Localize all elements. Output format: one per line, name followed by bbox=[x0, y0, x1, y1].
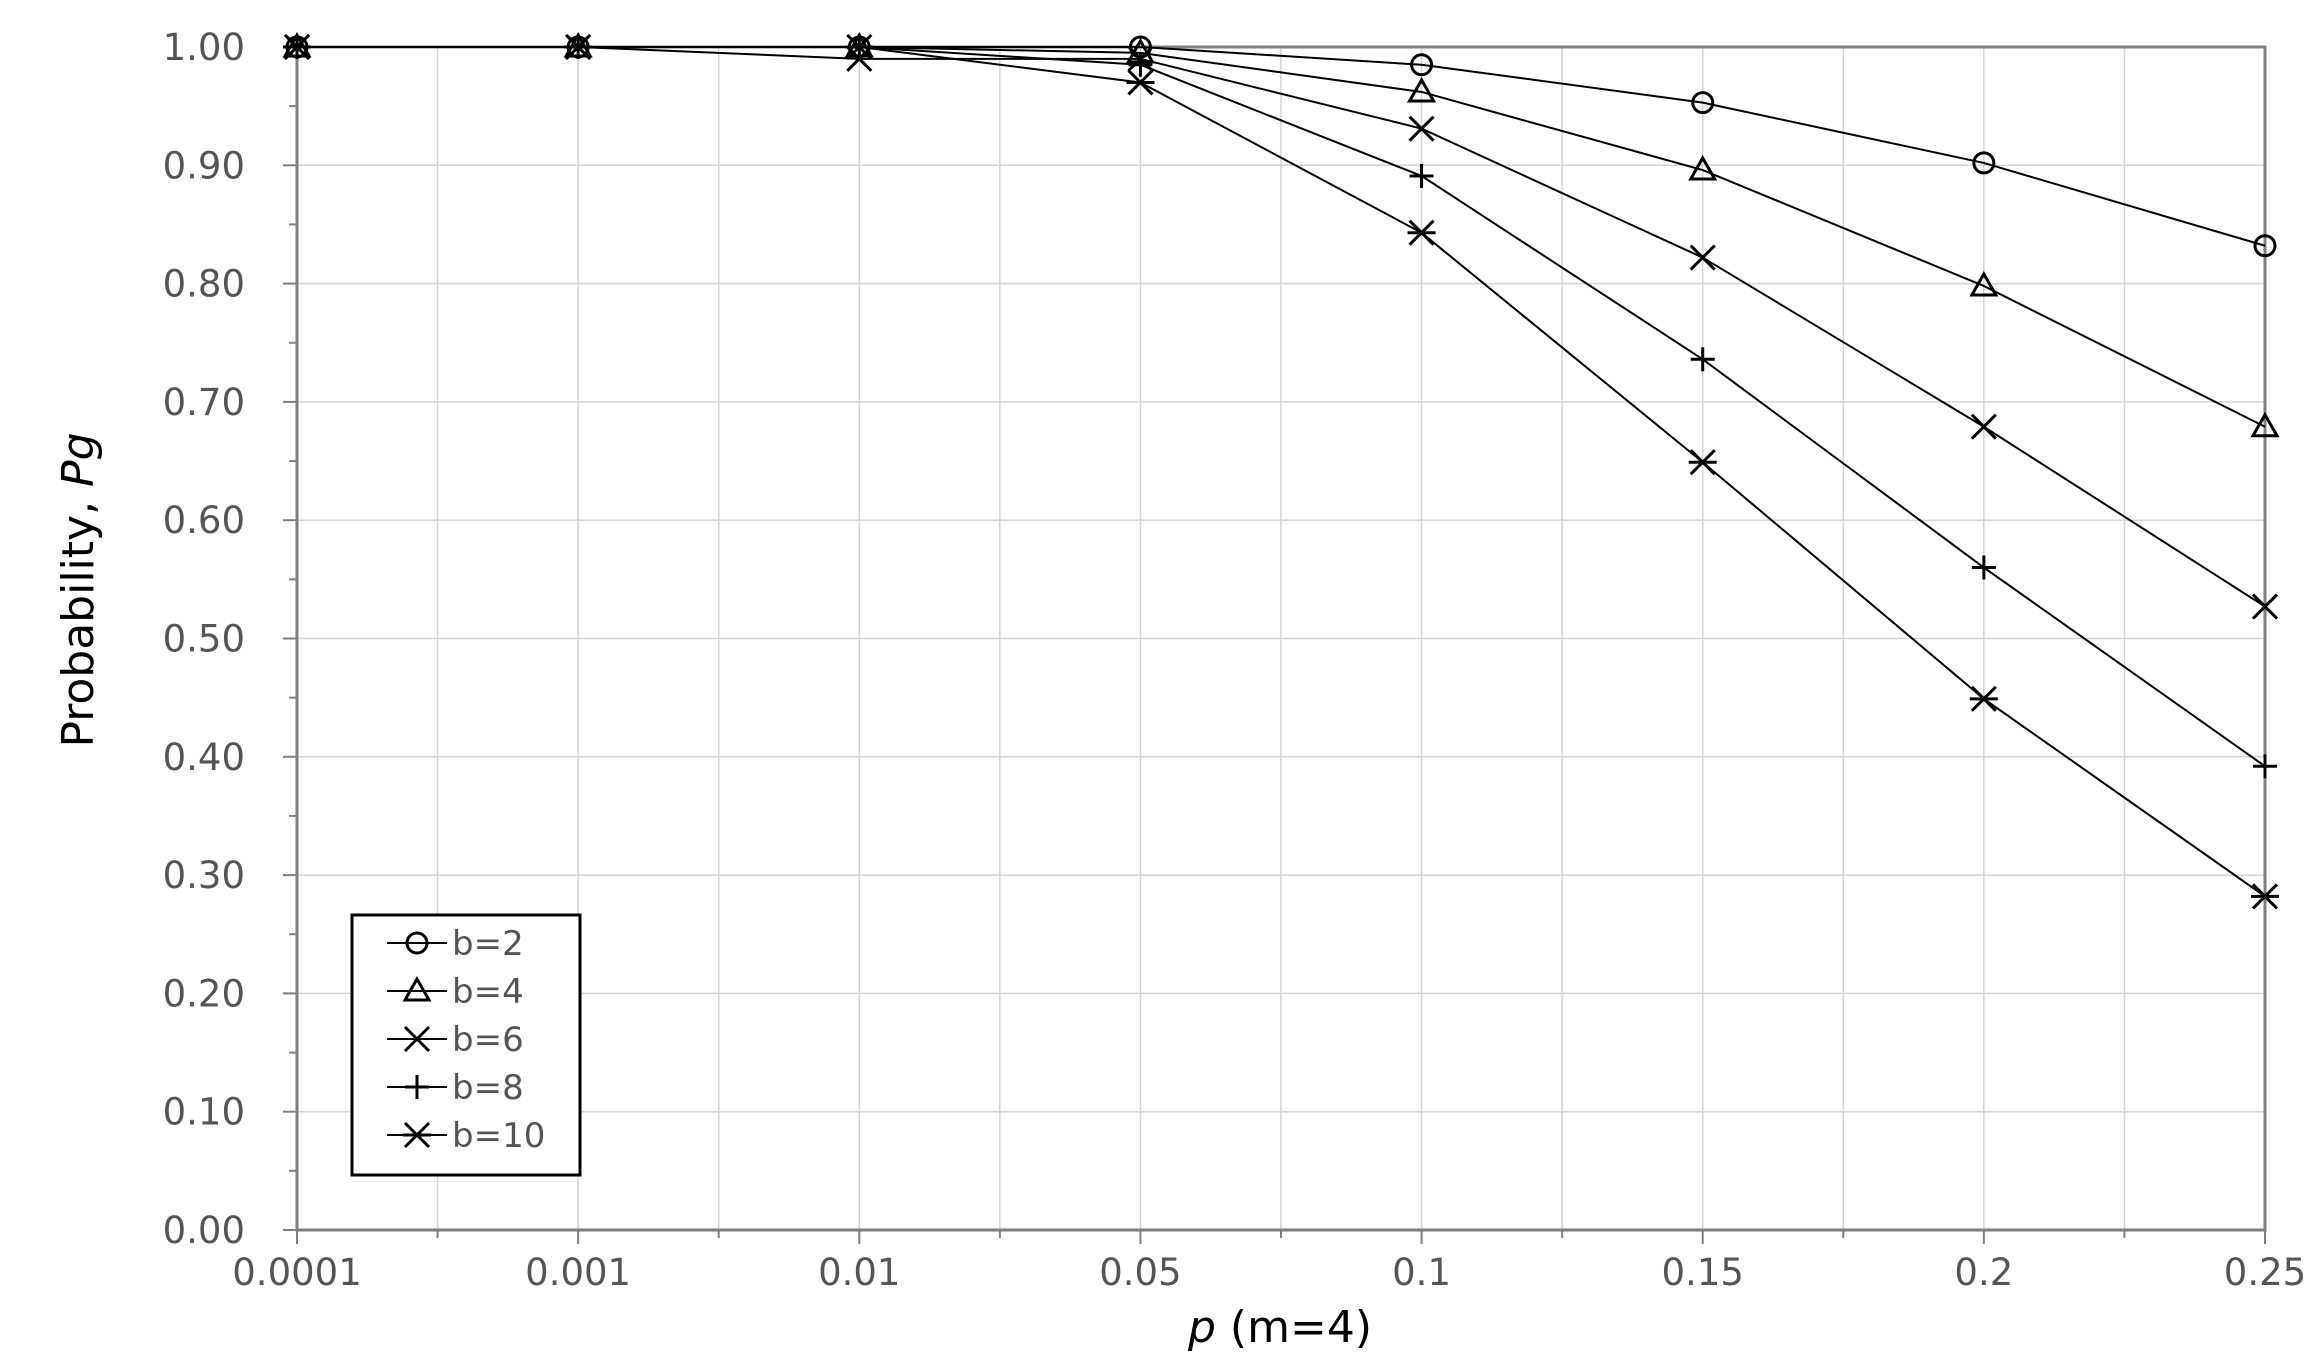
x-mark-stroke bbox=[1689, 244, 1716, 271]
x-mark-stroke bbox=[2251, 593, 2279, 620]
triangle-mark bbox=[402, 975, 432, 1002]
y-tick-label: 1.00 bbox=[163, 26, 245, 69]
data-point-asterisk bbox=[1688, 449, 1717, 476]
data-point-plus bbox=[1971, 555, 1996, 580]
data-point-asterisk bbox=[845, 33, 874, 61]
data-point-plus bbox=[1128, 52, 1153, 77]
triangle-mark bbox=[1969, 270, 1999, 297]
x-tick-label: 0.01 bbox=[818, 1251, 900, 1294]
data-point-asterisk bbox=[1407, 219, 1436, 246]
legend-item: b=8 bbox=[387, 1068, 524, 1108]
legend-marker-triangle bbox=[402, 975, 432, 1002]
axes: 0.00 0.10 0.20 0.30 0.40 0.50 0.60 0.70 0.80 0.90… bbox=[163, 26, 2307, 1294]
x-tick-label: 0.0001 bbox=[232, 1251, 361, 1294]
legend-marker-x bbox=[403, 1025, 431, 1053]
x-mark-stroke bbox=[1970, 413, 1997, 440]
series-line bbox=[297, 46, 2266, 898]
data-point-plus bbox=[2253, 754, 2277, 779]
data-point-triangle bbox=[2250, 411, 2280, 438]
data-point-circle bbox=[1410, 53, 1434, 77]
x-mark-stroke bbox=[403, 1025, 431, 1053]
circle-mark bbox=[1410, 53, 1434, 77]
legend-marker-asterisk bbox=[403, 1121, 431, 1149]
legend-label: b=4 bbox=[452, 972, 524, 1012]
data-point-x bbox=[1970, 413, 1997, 440]
series-line bbox=[297, 46, 2266, 608]
circle-mark bbox=[405, 931, 429, 955]
legend-marker-plus bbox=[405, 1075, 429, 1099]
y-tick-label: 0.80 bbox=[163, 263, 245, 306]
x-axis-title: p (m=4) bbox=[1187, 1302, 1372, 1353]
y-tick-label: 0.40 bbox=[163, 736, 245, 779]
legend-label: b=2 bbox=[452, 924, 524, 964]
legend-item: b=6 bbox=[387, 1020, 524, 1060]
legend-item: b=4 bbox=[387, 972, 524, 1012]
data-point-triangle bbox=[1406, 76, 1437, 103]
x-tick-label: 0.001 bbox=[525, 1251, 631, 1294]
data-point-asterisk bbox=[283, 33, 311, 61]
y-tick-label: 0.90 bbox=[163, 144, 245, 187]
series-b-10 bbox=[283, 33, 2279, 910]
y-tick-label: 0.50 bbox=[163, 618, 245, 661]
legend-item: b=2 bbox=[387, 924, 524, 964]
y-axis-title-italic: Pg bbox=[53, 432, 104, 486]
grid-lines bbox=[296, 46, 2266, 1231]
data-point-circle bbox=[2253, 234, 2277, 258]
y-tick-label: 0.60 bbox=[163, 499, 245, 542]
x-tick-label: 0.15 bbox=[1662, 1251, 1744, 1294]
data-point-plus bbox=[1409, 163, 1434, 188]
x-mark-stroke bbox=[1408, 115, 1435, 142]
data-point-asterisk bbox=[2251, 883, 2279, 910]
legend-item: b=10 bbox=[387, 1116, 545, 1156]
data-point-triangle bbox=[1969, 270, 1999, 297]
triangle-mark bbox=[2250, 411, 2280, 438]
data-point-circle bbox=[1691, 91, 1715, 115]
y-tick-label: 0.10 bbox=[163, 1091, 245, 1134]
data-point-asterisk bbox=[1969, 685, 1998, 712]
data-point-circle bbox=[1972, 151, 1996, 175]
y-tick-label: 0.00 bbox=[163, 1209, 245, 1252]
x-tick-label: 0.1 bbox=[1392, 1251, 1451, 1294]
triangle-mark bbox=[1688, 155, 1718, 181]
y-tick-label: 0.30 bbox=[163, 854, 245, 897]
y-tick-label: 0.70 bbox=[163, 381, 245, 424]
legend: b=2 b=4 b=6 b=8 b=10 bbox=[350, 913, 582, 1177]
triangle-mark bbox=[1406, 76, 1437, 103]
y-tick-label: 0.20 bbox=[163, 972, 245, 1015]
x-tick-label: 0.05 bbox=[1099, 1251, 1181, 1294]
legend-label: b=6 bbox=[452, 1020, 524, 1060]
legend-marker-circle bbox=[405, 931, 429, 955]
x-axis-title-rest: (m=4) bbox=[1216, 1302, 1372, 1353]
legend-box bbox=[350, 913, 582, 1177]
y-axis-title: Probability, Pg bbox=[53, 432, 104, 747]
legend-label: b=8 bbox=[452, 1068, 524, 1108]
data-point-plus bbox=[1690, 347, 1715, 372]
x-tick-label: 0.25 bbox=[2224, 1251, 2306, 1294]
x-axis-title-italic: p bbox=[1187, 1302, 1216, 1353]
data-point-triangle bbox=[1688, 155, 1718, 181]
circle-mark bbox=[2253, 234, 2277, 258]
data-point-asterisk bbox=[1126, 69, 1155, 96]
series-group bbox=[282, 31, 2280, 910]
data-point-x bbox=[1689, 244, 1716, 271]
data-point-asterisk bbox=[564, 33, 593, 61]
data-point-x bbox=[1408, 115, 1435, 142]
y-axis-title-plain: Probability, bbox=[53, 487, 104, 748]
x-tick-label: 0.2 bbox=[1954, 1251, 2013, 1294]
legend-label: b=10 bbox=[452, 1116, 545, 1156]
data-point-x bbox=[2251, 593, 2279, 620]
circle-mark bbox=[1691, 91, 1715, 115]
circle-mark bbox=[1972, 151, 1996, 175]
